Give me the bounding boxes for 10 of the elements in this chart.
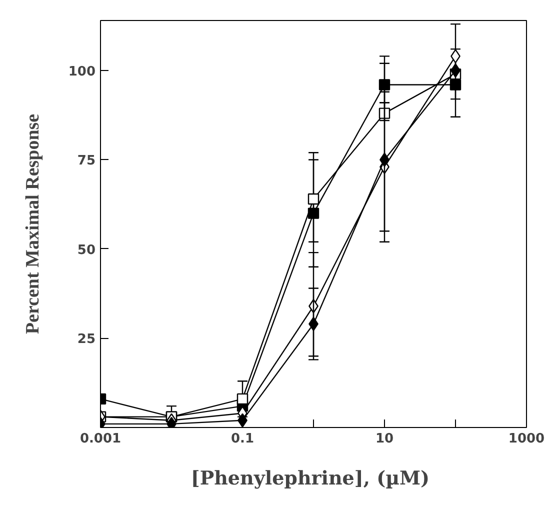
y-tick-label: 50	[77, 242, 96, 258]
x-axis-title: [Phenylephrine], (µM)	[190, 468, 430, 490]
x-tick-label: 1000	[508, 432, 545, 446]
x-tick-label: 10	[375, 432, 394, 446]
y-axis-title: Percent Maximal Response	[22, 114, 44, 334]
x-tick-label: 0.1	[230, 432, 254, 446]
y-tick-label: 100	[68, 64, 96, 80]
y-tick-label: 75	[77, 154, 96, 169]
x-tick-label: 0.001	[80, 432, 122, 446]
y-tick-label: 25	[77, 332, 96, 348]
